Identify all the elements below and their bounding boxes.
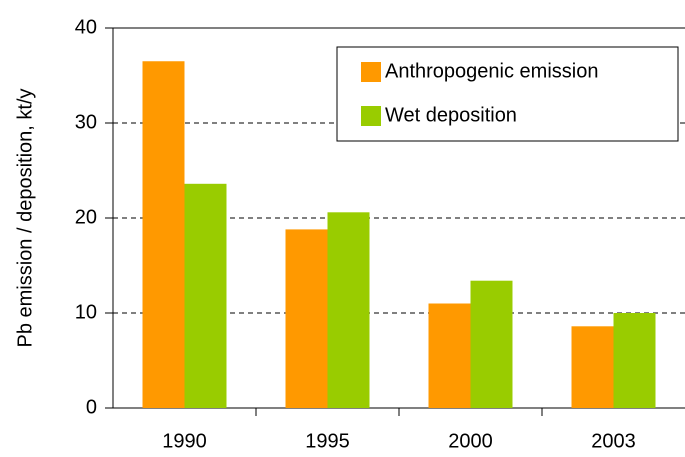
x-tick-label: 2003 [591,430,636,452]
legend-label: Wet deposition [385,104,517,126]
bar [327,212,370,408]
bar [470,280,513,408]
y-axis-label: Pb emission / deposition, kt/y [14,88,36,347]
legend-swatch [361,106,381,126]
y-tick-label: 30 [75,111,97,133]
x-tick-label: 2000 [448,430,493,452]
legend-label: Anthropogenic emission [385,60,598,82]
bar [613,313,656,408]
x-tick-label: 1990 [162,430,207,452]
x-tick-label: 1995 [305,430,350,452]
legend-box [336,46,679,142]
bar [184,183,227,408]
bar [142,61,185,408]
y-tick-label: 10 [75,301,97,323]
legend-swatch [361,62,381,82]
y-tick-label: 20 [75,206,97,228]
bar [428,303,471,408]
bar [571,326,614,408]
y-tick-label: 40 [75,16,97,38]
y-tick-label: 0 [86,396,97,418]
bar [285,229,328,408]
